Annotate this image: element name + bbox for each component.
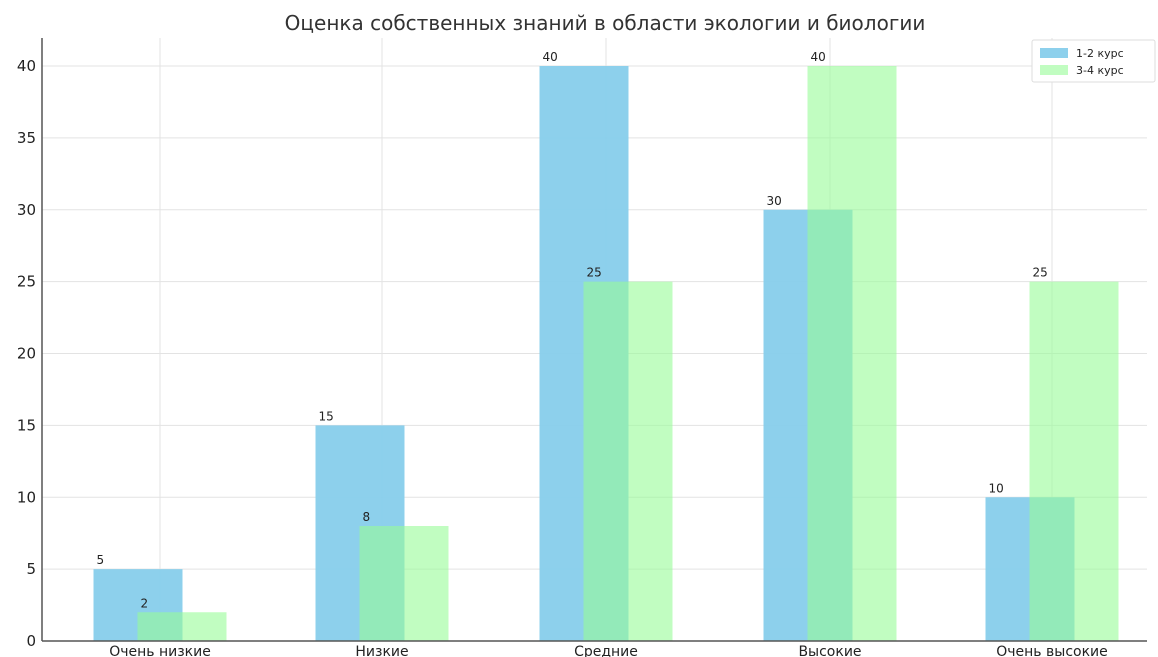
data-label: 25	[587, 266, 602, 280]
legend-swatch-3-4-kurs	[1040, 65, 1068, 75]
bar-kurs-3-4	[359, 526, 449, 641]
bars-layer	[93, 66, 1119, 641]
data-labels: 5 15 40 30 10 2 8 25 40 25	[97, 50, 1048, 610]
x-tick-label: Очень высокие	[996, 644, 1108, 657]
y-tick-label: 5	[26, 560, 36, 578]
data-label: 40	[811, 50, 826, 64]
x-tick-label: Высокие	[798, 644, 861, 657]
legend-label-1-2-kurs: 1-2 курс	[1076, 47, 1124, 60]
data-label: 40	[543, 50, 558, 64]
data-label: 25	[1033, 266, 1048, 280]
data-label: 15	[319, 409, 334, 423]
legend: 1-2 курс 3-4 курс	[1031, 39, 1156, 83]
y-tick-label: 10	[17, 488, 36, 506]
x-tick-label: Средние	[574, 644, 638, 657]
legend-swatch-1-2-kurs	[1040, 48, 1068, 58]
chart-title: Оценка собственных знаний в области экол…	[285, 11, 926, 35]
bar-kurs-3-4	[1029, 281, 1119, 641]
x-tick-label: Очень низкие	[109, 644, 211, 657]
data-label: 8	[363, 510, 371, 524]
data-label: 5	[97, 553, 105, 567]
x-tick-label: Низкие	[355, 644, 408, 657]
y-tick-label: 0	[26, 632, 36, 650]
y-tick-label: 30	[17, 201, 36, 219]
y-tick-label: 25	[17, 273, 36, 291]
bar-kurs-3-4	[137, 612, 227, 641]
legend-label-3-4-kurs: 3-4 курс	[1076, 64, 1124, 77]
data-label: 30	[767, 194, 782, 208]
bar-kurs-3-4	[807, 66, 897, 641]
data-label: 10	[989, 481, 1004, 495]
data-label: 2	[141, 596, 149, 610]
y-tick-label: 40	[17, 57, 36, 75]
y-tick-label: 20	[17, 345, 36, 363]
y-tick-label: 15	[17, 416, 36, 434]
y-tick-label: 35	[17, 129, 36, 147]
bar-kurs-3-4	[583, 281, 673, 641]
